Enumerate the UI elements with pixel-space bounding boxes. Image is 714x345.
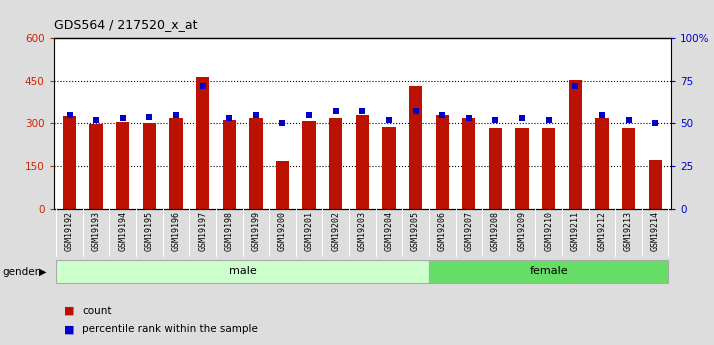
Point [117, 116, 129, 121]
Bar [329, 118, 343, 209]
Text: gender: gender [2, 267, 39, 276]
Bar [223, 120, 236, 209]
Bar [516, 128, 529, 209]
Text: percentile rank within the sample: percentile rank within the sample [82, 325, 258, 334]
Point [383, 117, 395, 123]
Point [197, 83, 208, 89]
Text: ■: ■ [64, 306, 75, 315]
Bar [356, 115, 369, 209]
Bar [436, 115, 449, 209]
Point [303, 112, 315, 118]
Bar [196, 77, 209, 209]
Bar [249, 118, 263, 209]
Point [596, 112, 608, 118]
Text: GSM19203: GSM19203 [358, 211, 367, 251]
Text: GSM19202: GSM19202 [331, 211, 341, 251]
Text: male: male [228, 266, 256, 276]
Bar [595, 118, 608, 209]
Bar [489, 128, 502, 209]
Text: GSM19195: GSM19195 [145, 211, 154, 251]
Text: GSM19205: GSM19205 [411, 211, 420, 251]
Bar [568, 80, 582, 209]
Bar [542, 128, 555, 209]
Point [570, 83, 581, 89]
Text: GSM19201: GSM19201 [305, 211, 313, 251]
Point [410, 109, 421, 114]
Bar [429, 260, 668, 283]
Text: count: count [82, 306, 111, 315]
Text: GSM19209: GSM19209 [518, 211, 527, 251]
Bar [56, 260, 429, 283]
Point [356, 109, 368, 114]
Bar [622, 128, 635, 209]
Point [223, 116, 235, 121]
Point [250, 112, 261, 118]
Text: GDS564 / 217520_x_at: GDS564 / 217520_x_at [54, 18, 197, 31]
Bar [169, 118, 183, 209]
Bar [462, 118, 476, 209]
Point [144, 114, 155, 119]
Text: ▶: ▶ [39, 267, 46, 276]
Text: GSM19193: GSM19193 [91, 211, 101, 251]
Text: GSM19206: GSM19206 [438, 211, 447, 251]
Text: GSM19197: GSM19197 [198, 211, 207, 251]
Bar [116, 122, 129, 209]
Text: GSM19210: GSM19210 [544, 211, 553, 251]
Text: GSM19212: GSM19212 [598, 211, 606, 251]
Point [543, 117, 554, 123]
Text: female: female [529, 266, 568, 276]
Text: GSM19207: GSM19207 [464, 211, 473, 251]
Text: GSM19199: GSM19199 [251, 211, 261, 251]
Point [91, 117, 102, 123]
Point [490, 117, 501, 123]
Point [463, 116, 475, 121]
Text: GSM19194: GSM19194 [119, 211, 127, 251]
Text: GSM19208: GSM19208 [491, 211, 500, 251]
Point [64, 112, 75, 118]
Point [623, 117, 634, 123]
Point [436, 112, 448, 118]
Text: GSM19200: GSM19200 [278, 211, 287, 251]
Point [650, 120, 661, 126]
Text: GSM19204: GSM19204 [384, 211, 393, 251]
Text: ■: ■ [64, 325, 75, 334]
Point [330, 109, 341, 114]
Text: GSM19192: GSM19192 [65, 211, 74, 251]
Bar [303, 121, 316, 209]
Bar [143, 123, 156, 209]
Text: GSM19196: GSM19196 [171, 211, 181, 251]
Text: GSM19211: GSM19211 [570, 211, 580, 251]
Text: GSM19213: GSM19213 [624, 211, 633, 251]
Point [277, 120, 288, 126]
Text: GSM19198: GSM19198 [225, 211, 233, 251]
Bar [276, 161, 289, 209]
Point [171, 112, 182, 118]
Bar [63, 116, 76, 209]
Bar [648, 160, 662, 209]
Bar [89, 124, 103, 209]
Bar [382, 127, 396, 209]
Point [516, 116, 528, 121]
Bar [409, 86, 422, 209]
Text: GSM19214: GSM19214 [650, 211, 660, 251]
